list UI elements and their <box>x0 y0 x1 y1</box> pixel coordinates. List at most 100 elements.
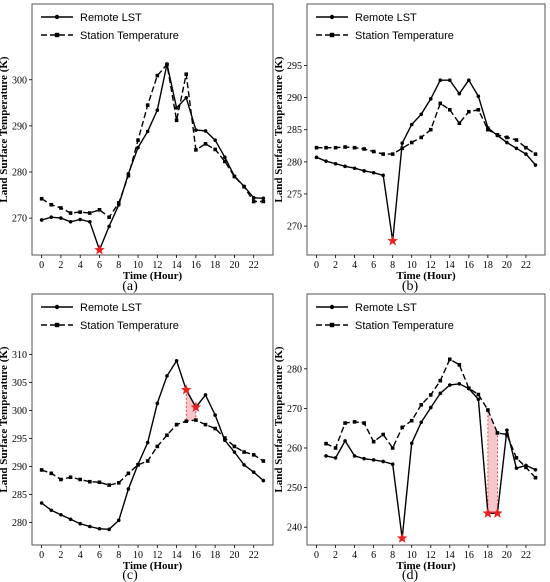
data-point-remote-lst <box>145 440 150 445</box>
data-point-station-temperature <box>223 159 227 164</box>
x-tick-label: 10 <box>407 260 417 271</box>
x-tick-label: 14 <box>445 260 455 271</box>
data-point-station-temperature <box>242 184 246 189</box>
data-point-remote-lst <box>261 478 266 483</box>
legend-marker <box>54 14 60 20</box>
data-point-station-temperature <box>324 441 328 446</box>
data-point-station-temperature <box>49 471 54 476</box>
data-point-station-temperature <box>514 456 519 460</box>
data-point-station-temperature <box>126 173 131 178</box>
y-tick-label: 270 <box>287 222 302 233</box>
data-point-station-temperature <box>533 152 538 156</box>
y-tick-label: 280 <box>12 518 27 529</box>
x-tick-label: 20 <box>502 260 512 271</box>
data-point-remote-lst <box>97 526 102 531</box>
data-point-station-temperature <box>213 426 217 431</box>
data-point-remote-lst <box>88 219 92 224</box>
data-point-remote-lst <box>419 112 424 117</box>
data-point-remote-lst <box>184 95 189 100</box>
star-marker <box>387 235 399 246</box>
x-tick-label: 20 <box>502 550 512 561</box>
data-point-remote-lst <box>371 458 376 462</box>
data-point-station-temperature <box>467 109 471 114</box>
data-point-station-temperature <box>116 481 121 485</box>
data-point-remote-lst <box>251 470 256 475</box>
series-line-station-temperature <box>316 102 536 155</box>
data-point-station-temperature <box>476 107 481 112</box>
legend-entry: Remote LST <box>80 302 142 314</box>
data-point-station-temperature <box>232 174 237 179</box>
y-tick-label: 275 <box>287 189 302 200</box>
legend-entry: Station Temperature <box>355 320 454 332</box>
y-tick-label: 290 <box>12 462 27 473</box>
data-point-remote-lst <box>194 128 198 132</box>
data-point-remote-lst <box>371 170 376 175</box>
data-point-remote-lst <box>438 391 443 396</box>
x-tick-label: 8 <box>116 260 121 271</box>
data-point-station-temperature <box>428 393 433 397</box>
y-tick-label: 305 <box>12 378 27 389</box>
data-point-remote-lst <box>49 215 54 219</box>
legend-marker <box>54 322 60 328</box>
x-tick-label: 0 <box>39 260 44 271</box>
legend-entry: Remote LST <box>355 302 417 314</box>
x-tick-label: 14 <box>445 550 455 561</box>
data-point-station-temperature <box>381 432 385 437</box>
data-point-station-temperature <box>184 419 189 424</box>
x-tick-label: 18 <box>483 550 493 561</box>
data-point-station-temperature <box>68 211 73 215</box>
y-axis-title: Land Surface Temperature (K) <box>273 56 285 202</box>
data-point-station-temperature <box>194 148 198 152</box>
data-point-remote-lst <box>457 91 462 96</box>
data-point-station-temperature <box>476 392 481 397</box>
data-point-station-temperature <box>409 140 414 145</box>
data-point-station-temperature <box>428 127 433 132</box>
data-point-remote-lst <box>174 106 179 110</box>
data-point-remote-lst <box>428 405 433 410</box>
x-tick-label: 22 <box>249 260 259 271</box>
data-point-station-temperature <box>88 479 92 484</box>
data-point-remote-lst <box>428 97 433 101</box>
x-tick-label: 2 <box>333 550 338 561</box>
data-point-station-temperature <box>371 149 376 154</box>
data-point-remote-lst <box>343 439 347 443</box>
data-point-station-temperature <box>448 357 452 362</box>
data-point-station-temperature <box>371 439 376 444</box>
x-tick-label: 2 <box>58 260 63 271</box>
data-point-remote-lst <box>324 159 328 163</box>
x-tick-label: 2 <box>58 550 63 561</box>
data-point-station-temperature <box>352 145 357 150</box>
y-tick-label: 310 <box>12 350 27 361</box>
legend-entry: Station Temperature <box>355 30 454 42</box>
x-tick-label: 8 <box>390 260 395 271</box>
data-point-station-temperature <box>39 468 44 472</box>
data-point-remote-lst <box>457 382 462 386</box>
data-point-remote-lst <box>448 78 452 83</box>
y-tick-label: 280 <box>287 364 302 375</box>
data-point-station-temperature <box>438 101 443 106</box>
data-point-remote-lst <box>352 166 357 171</box>
data-point-remote-lst <box>39 218 44 222</box>
data-point-remote-lst <box>145 129 150 134</box>
x-tick-label: 14 <box>172 260 182 271</box>
data-point-station-temperature <box>136 138 140 142</box>
y-tick-label: 295 <box>287 61 302 72</box>
star-marker <box>492 507 503 518</box>
x-tick-label: 4 <box>352 550 357 561</box>
data-point-station-temperature <box>155 444 160 449</box>
chart-panel-1: 0 2 4 6 8 10 12 14 16 18 20 22 270 280 290 300 Time (Hou… <box>0 3 274 294</box>
plot-frame <box>31 293 274 546</box>
data-point-station-temperature <box>174 422 179 427</box>
legend-entry: Station Temperature <box>80 320 179 332</box>
data-point-station-temperature <box>524 145 528 150</box>
data-point-remote-lst <box>261 196 266 201</box>
data-point-remote-lst <box>524 152 528 156</box>
data-point-station-temperature <box>467 386 471 390</box>
data-point-remote-lst <box>333 161 338 166</box>
x-tick-label: 12 <box>426 260 436 271</box>
y-tick-label: 280 <box>12 167 27 178</box>
data-point-station-temperature <box>88 211 92 215</box>
y-tick-label: 260 <box>287 443 302 454</box>
data-point-remote-lst <box>448 383 452 387</box>
data-point-station-temperature <box>59 477 63 482</box>
